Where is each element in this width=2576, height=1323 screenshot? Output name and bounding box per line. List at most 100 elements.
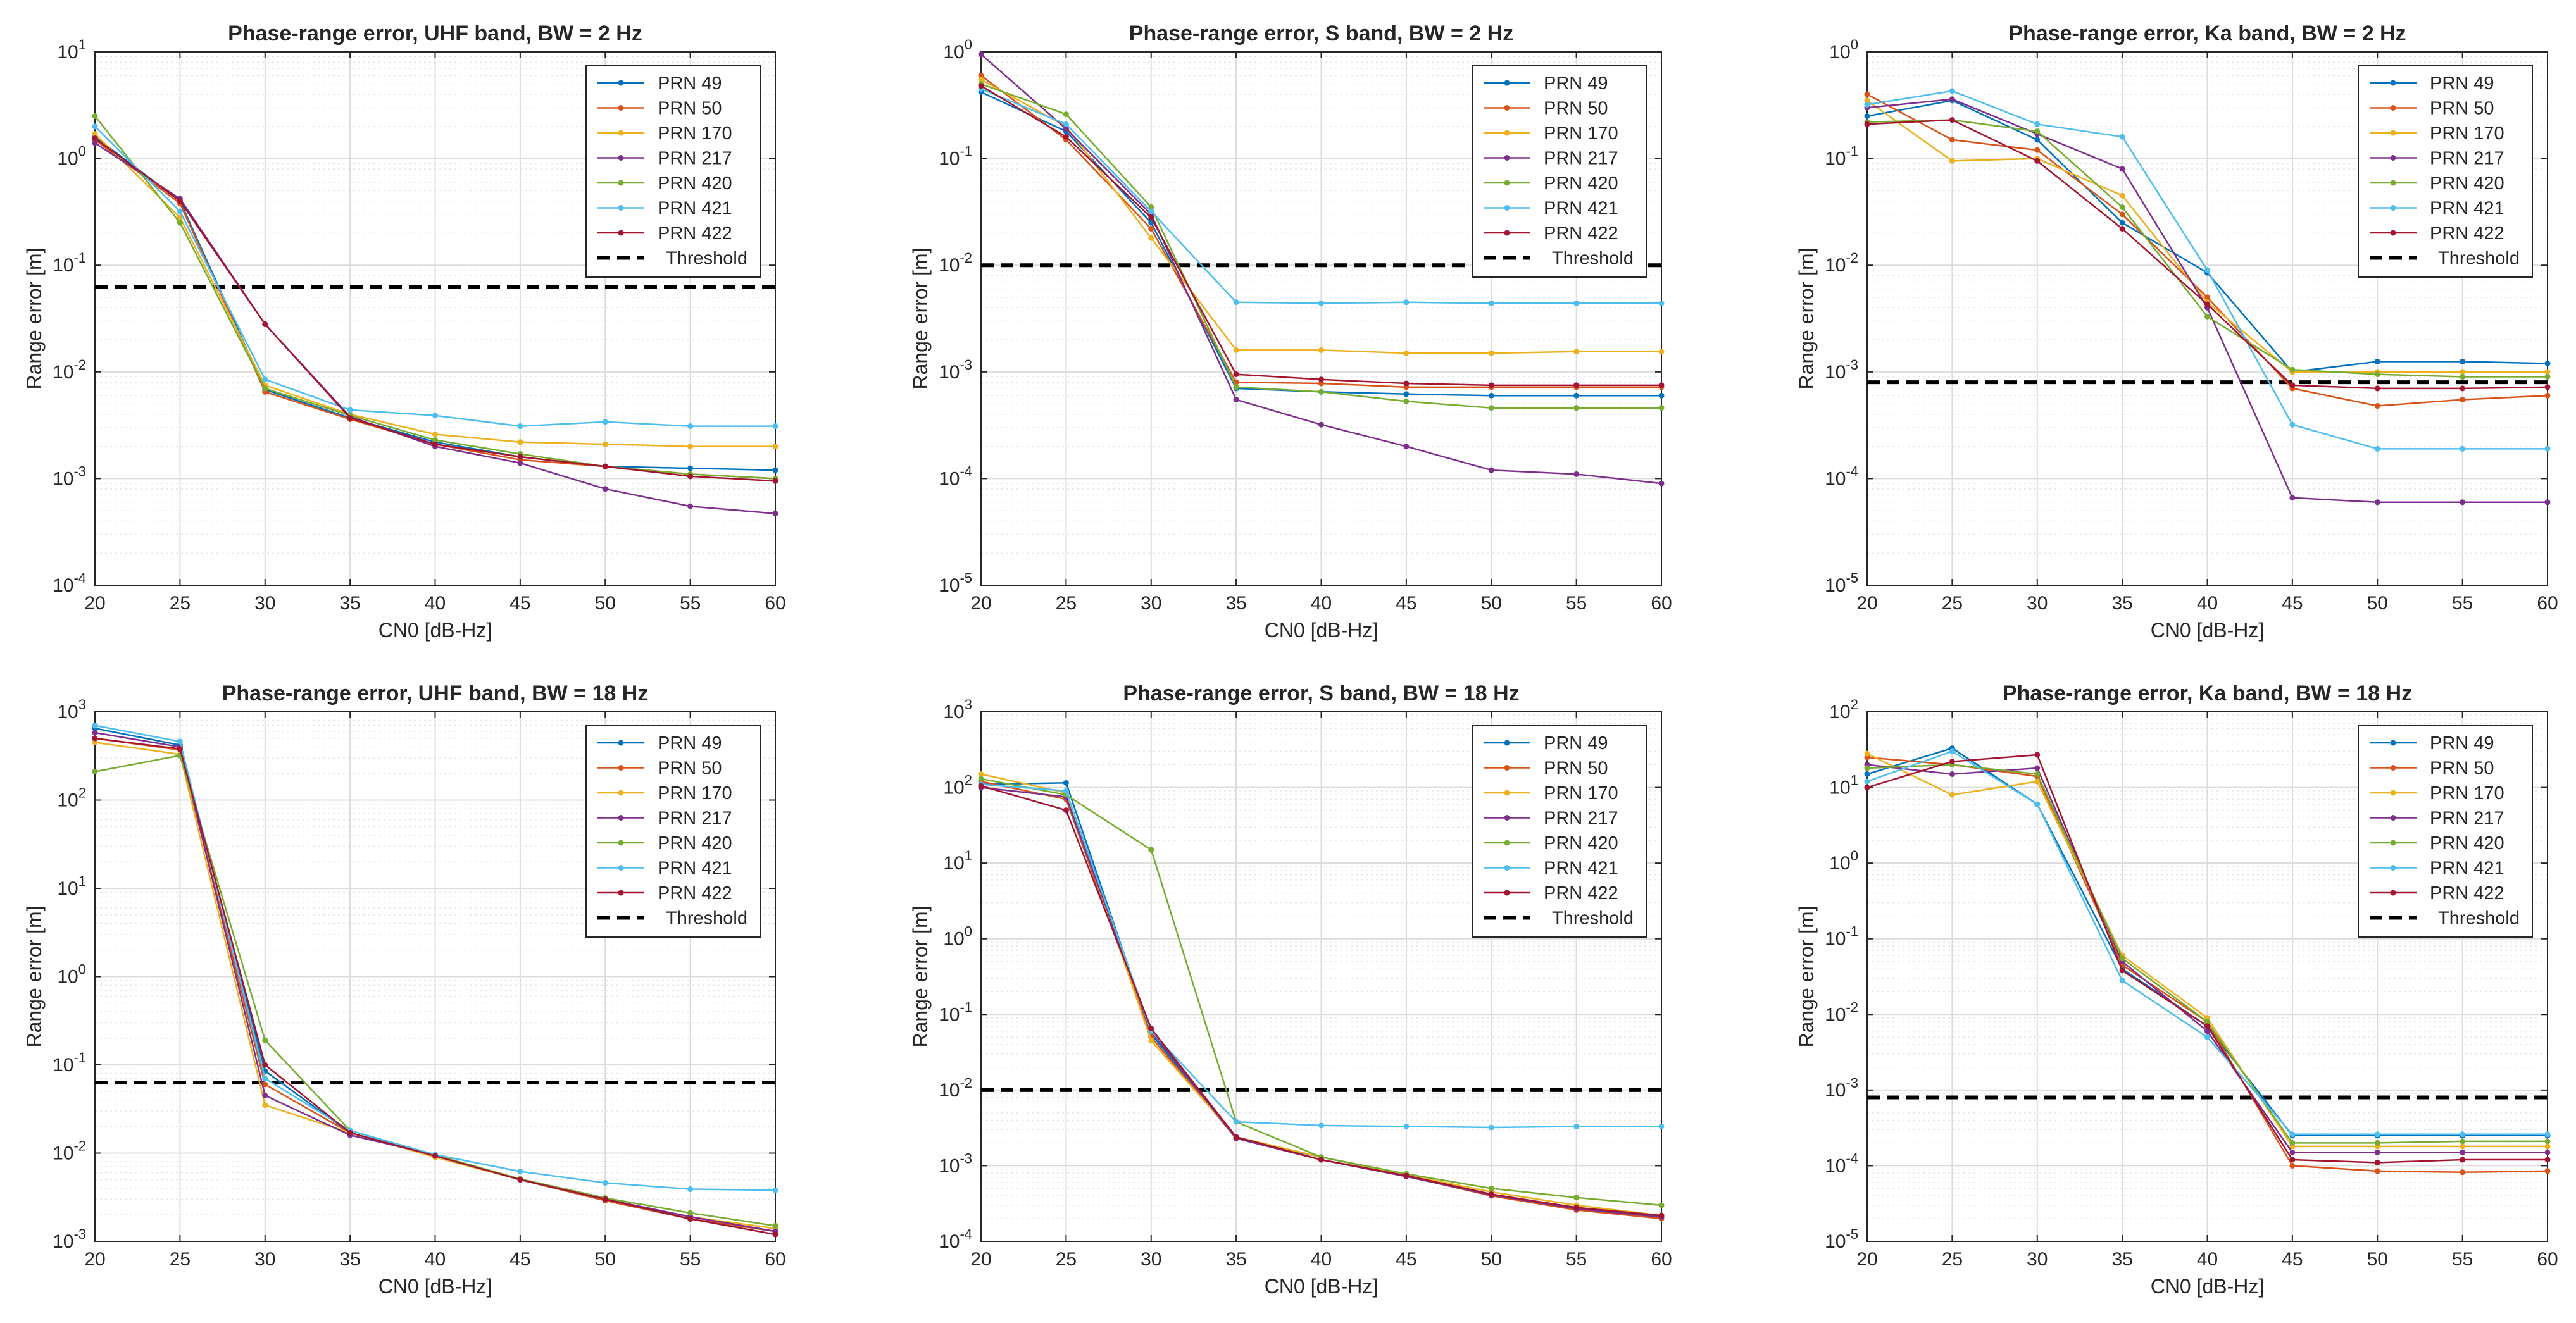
- data-point: [1658, 300, 1665, 306]
- data-point: [1949, 158, 1955, 164]
- data-point: [2034, 771, 2041, 778]
- data-point: [687, 1210, 694, 1216]
- y-tick-label: 10-4: [939, 463, 972, 489]
- data-point: [2034, 128, 2041, 135]
- legend-label: PRN 420: [658, 173, 732, 194]
- data-point: [1403, 299, 1410, 306]
- data-point: [1403, 398, 1410, 404]
- data-point: [2289, 1140, 2296, 1146]
- y-tick-label: 10-2: [53, 357, 86, 383]
- legend-label: PRN 217: [2430, 149, 2504, 169]
- x-tick-label: 50: [1481, 1249, 1502, 1270]
- x-tick-label: 50: [595, 1249, 616, 1270]
- data-point: [1949, 771, 1955, 778]
- legend-marker: [2390, 890, 2396, 896]
- x-tick-label: 20: [84, 1249, 105, 1270]
- data-point: [92, 735, 98, 742]
- data-point: [2460, 1143, 2466, 1150]
- x-tick-label: 30: [254, 1249, 275, 1270]
- x-tick-label: 25: [1942, 1249, 1963, 1270]
- data-point: [1148, 1026, 1154, 1032]
- data-point: [2460, 1169, 2466, 1176]
- data-point: [687, 473, 694, 480]
- data-point: [2204, 1034, 2210, 1040]
- data-point: [1318, 421, 1324, 428]
- legend-label: PRN 422: [1544, 223, 1618, 244]
- x-tick-label: 35: [1225, 593, 1246, 614]
- data-point: [1573, 300, 1580, 306]
- data-point: [1318, 1157, 1324, 1163]
- data-point: [1658, 1123, 1665, 1129]
- y-tick-label: 10-4: [939, 1226, 972, 1252]
- data-point: [2034, 137, 2041, 143]
- y-tick-label: 10-1: [1825, 144, 1858, 170]
- data-point: [1949, 792, 1955, 798]
- y-tick-label: 10-5: [939, 570, 972, 596]
- chart-panel-5: 20 25 30 35 40 45 50 55 60 10-4 10-3 10-2 10-1 100 101…: [909, 681, 1672, 1298]
- x-tick-label: 20: [84, 593, 105, 614]
- data-point: [2289, 495, 2296, 501]
- data-point: [92, 135, 98, 142]
- legend-box: [2358, 725, 2533, 938]
- data-point: [2460, 358, 2466, 364]
- data-point: [1658, 405, 1665, 411]
- x-tick-label: 60: [1651, 1249, 1672, 1270]
- data-point: [262, 1102, 268, 1109]
- y-tick-label: 100: [1829, 848, 1858, 874]
- y-tick-label: 10-1: [939, 999, 972, 1025]
- y-tick-label: 10-4: [53, 570, 86, 596]
- y-tick-label: 10-3: [939, 357, 972, 383]
- data-point: [2289, 366, 2296, 373]
- legend-marker: [2390, 740, 2396, 746]
- legend-marker: [2390, 205, 2396, 211]
- x-tick-label: 45: [1396, 593, 1416, 614]
- x-tick-label: 55: [680, 593, 701, 614]
- data-point: [1403, 1123, 1410, 1129]
- x-tick-label: 20: [970, 593, 991, 614]
- data-point: [1148, 847, 1154, 853]
- data-point: [2289, 382, 2296, 388]
- data-point: [1488, 382, 1494, 388]
- data-point: [1063, 780, 1069, 786]
- legend-box: [585, 65, 761, 278]
- y-axis-label: Range error [m]: [1795, 905, 1818, 1047]
- data-point: [1864, 91, 1870, 97]
- data-point: [2544, 1131, 2551, 1138]
- legend-label: PRN 170: [1544, 123, 1618, 144]
- data-point: [1233, 371, 1239, 378]
- x-tick-label: 60: [2537, 1249, 2558, 1270]
- x-tick-label: 20: [1856, 1249, 1877, 1270]
- legend: PRN 49 PRN 50 PRN 170 PRN 217 PRN 420 PRN 421…: [585, 65, 761, 278]
- legend-marker: [2390, 80, 2396, 86]
- chart-title: Phase-range error, UHF band, BW = 18 Hz: [222, 681, 649, 705]
- data-point: [347, 407, 353, 413]
- x-tick-label: 45: [2282, 593, 2303, 614]
- y-tick-label: 10-5: [1825, 570, 1858, 596]
- legend: PRN 49 PRN 50 PRN 170 PRN 217 PRN 420 PRN 421…: [585, 725, 761, 938]
- y-tick-label: 100: [1829, 37, 1858, 63]
- y-tick-label: 10-3: [1825, 1075, 1858, 1101]
- data-point: [1063, 134, 1069, 140]
- data-point: [262, 1076, 268, 1082]
- legend-marker: [1504, 765, 1510, 771]
- legend-marker: [618, 130, 624, 136]
- data-point: [92, 730, 98, 736]
- data-point: [1488, 467, 1494, 473]
- data-point: [2374, 499, 2380, 506]
- legend-label: PRN 49: [658, 733, 722, 754]
- data-point: [687, 444, 694, 450]
- data-point: [687, 503, 694, 509]
- data-point: [432, 1153, 438, 1159]
- legend-marker: [1504, 155, 1510, 161]
- data-point: [1488, 1124, 1494, 1131]
- x-tick-label: 35: [1225, 1249, 1246, 1270]
- legend-marker: [2390, 765, 2396, 771]
- data-point: [1403, 350, 1410, 356]
- x-tick-label: 25: [170, 593, 191, 614]
- legend-label: PRN 170: [2430, 783, 2504, 804]
- legend-marker: [2390, 840, 2396, 846]
- legend-marker: [1504, 80, 1510, 86]
- y-tick-label: 10-5: [1825, 1226, 1858, 1252]
- chart-panel-2: 20 25 30 35 40 45 50 55 60 10-5 10-4 10-3 10-2 10-1 10…: [909, 22, 1672, 642]
- data-point: [2204, 1019, 2210, 1025]
